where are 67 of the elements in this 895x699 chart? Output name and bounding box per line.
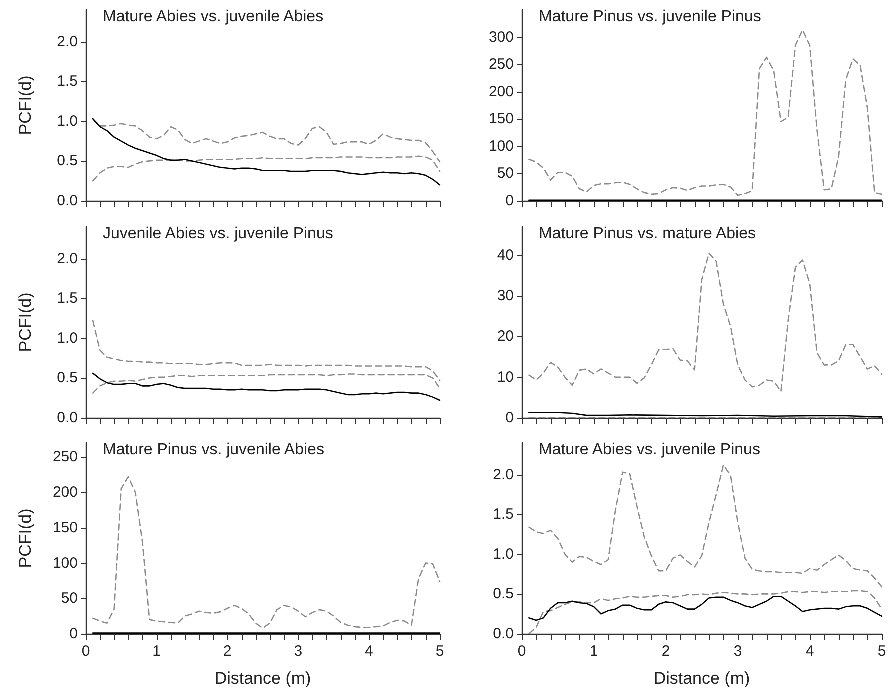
x-axis-title: Distance (m) (214, 669, 312, 688)
x-tick-label: 3 (734, 643, 742, 660)
line-series (528, 30, 883, 196)
y-tick-label: 1.5 (57, 290, 78, 308)
y-tick-label: 20 (497, 328, 514, 346)
x-tick-label: 5 (878, 643, 886, 660)
x-tick-label: 0 (518, 643, 526, 660)
chart-title: Mature Abies vs. juvenile Pinus (539, 442, 760, 458)
y-tick-label: 0.5 (493, 586, 514, 603)
y-tick-label: 1.5 (57, 73, 78, 90)
y-tick-label: 30 (497, 288, 514, 305)
y-tick-label: 1.5 (493, 506, 514, 524)
y-tick-label: 100 (488, 138, 514, 155)
line-series (92, 118, 441, 186)
x-tick-label: 5 (436, 643, 444, 660)
x-axis-title: Distance (m) (654, 669, 750, 688)
x-tick-label: 4 (806, 643, 814, 660)
y-tick-label: 0 (506, 410, 514, 426)
y-tick-label: 0.0 (57, 410, 78, 426)
line-series (528, 590, 883, 635)
chart-title: Mature Abies vs. juvenile Abies (103, 8, 324, 26)
y-tick-label: 2.0 (57, 33, 78, 50)
y-tick-label: 2.0 (57, 250, 78, 268)
y-tick-label: 250 (488, 56, 514, 74)
x-tick-label: 1 (152, 643, 161, 660)
y-axis-title: PCFI(d) (16, 508, 35, 568)
y-tick-label: 40 (497, 246, 514, 264)
chart-title: Mature Pinus vs. juvenile Abies (103, 442, 324, 458)
y-tick-label: 0.0 (57, 192, 78, 210)
y-axis-title: PCFI(d) (16, 292, 35, 352)
y-tick-label: 1.0 (57, 112, 78, 130)
x-tick-label: 1 (590, 643, 598, 660)
x-tick-label: 4 (365, 643, 374, 660)
y-axis-title: PCFI(d) (16, 76, 35, 136)
line-series (92, 372, 441, 402)
x-tick-label: 2 (223, 643, 232, 660)
line-series (92, 320, 441, 382)
x-tick-label: 0 (82, 643, 90, 660)
y-tick-label: 0 (506, 192, 514, 210)
y-tick-label: 250 (52, 448, 78, 466)
y-tick-label: 0.5 (57, 152, 78, 170)
line-series (92, 156, 441, 182)
line-series (528, 252, 883, 392)
y-tick-label: 200 (52, 484, 78, 502)
chart-title: Mature Pinus vs. mature Abies (539, 226, 756, 242)
line-series (528, 464, 883, 588)
line-series (92, 476, 441, 629)
y-tick-label: 200 (488, 83, 514, 100)
y-tick-label: 100 (52, 554, 78, 572)
x-tick-label: 3 (294, 643, 303, 660)
y-tick-label: 0.5 (57, 370, 78, 387)
y-tick-label: 0 (70, 626, 78, 642)
y-tick-label: 300 (488, 28, 514, 46)
y-tick-label: 0.0 (493, 626, 514, 642)
chart-title: Juvenile Abies vs. juvenile Pinus (103, 226, 334, 242)
line-series (528, 596, 883, 622)
y-tick-label: 1.0 (493, 546, 514, 563)
y-tick-label: 10 (497, 368, 514, 386)
y-tick-label: 1.0 (57, 330, 78, 347)
y-tick-label: 50 (61, 590, 78, 608)
chart-title: Mature Pinus vs. juvenile Pinus (539, 8, 762, 26)
line-series (92, 374, 441, 394)
y-tick-label: 150 (488, 110, 514, 128)
y-tick-label: 150 (52, 519, 78, 536)
y-tick-label: 50 (497, 165, 514, 182)
x-tick-label: 2 (662, 643, 670, 660)
y-tick-label: 2.0 (493, 466, 514, 484)
